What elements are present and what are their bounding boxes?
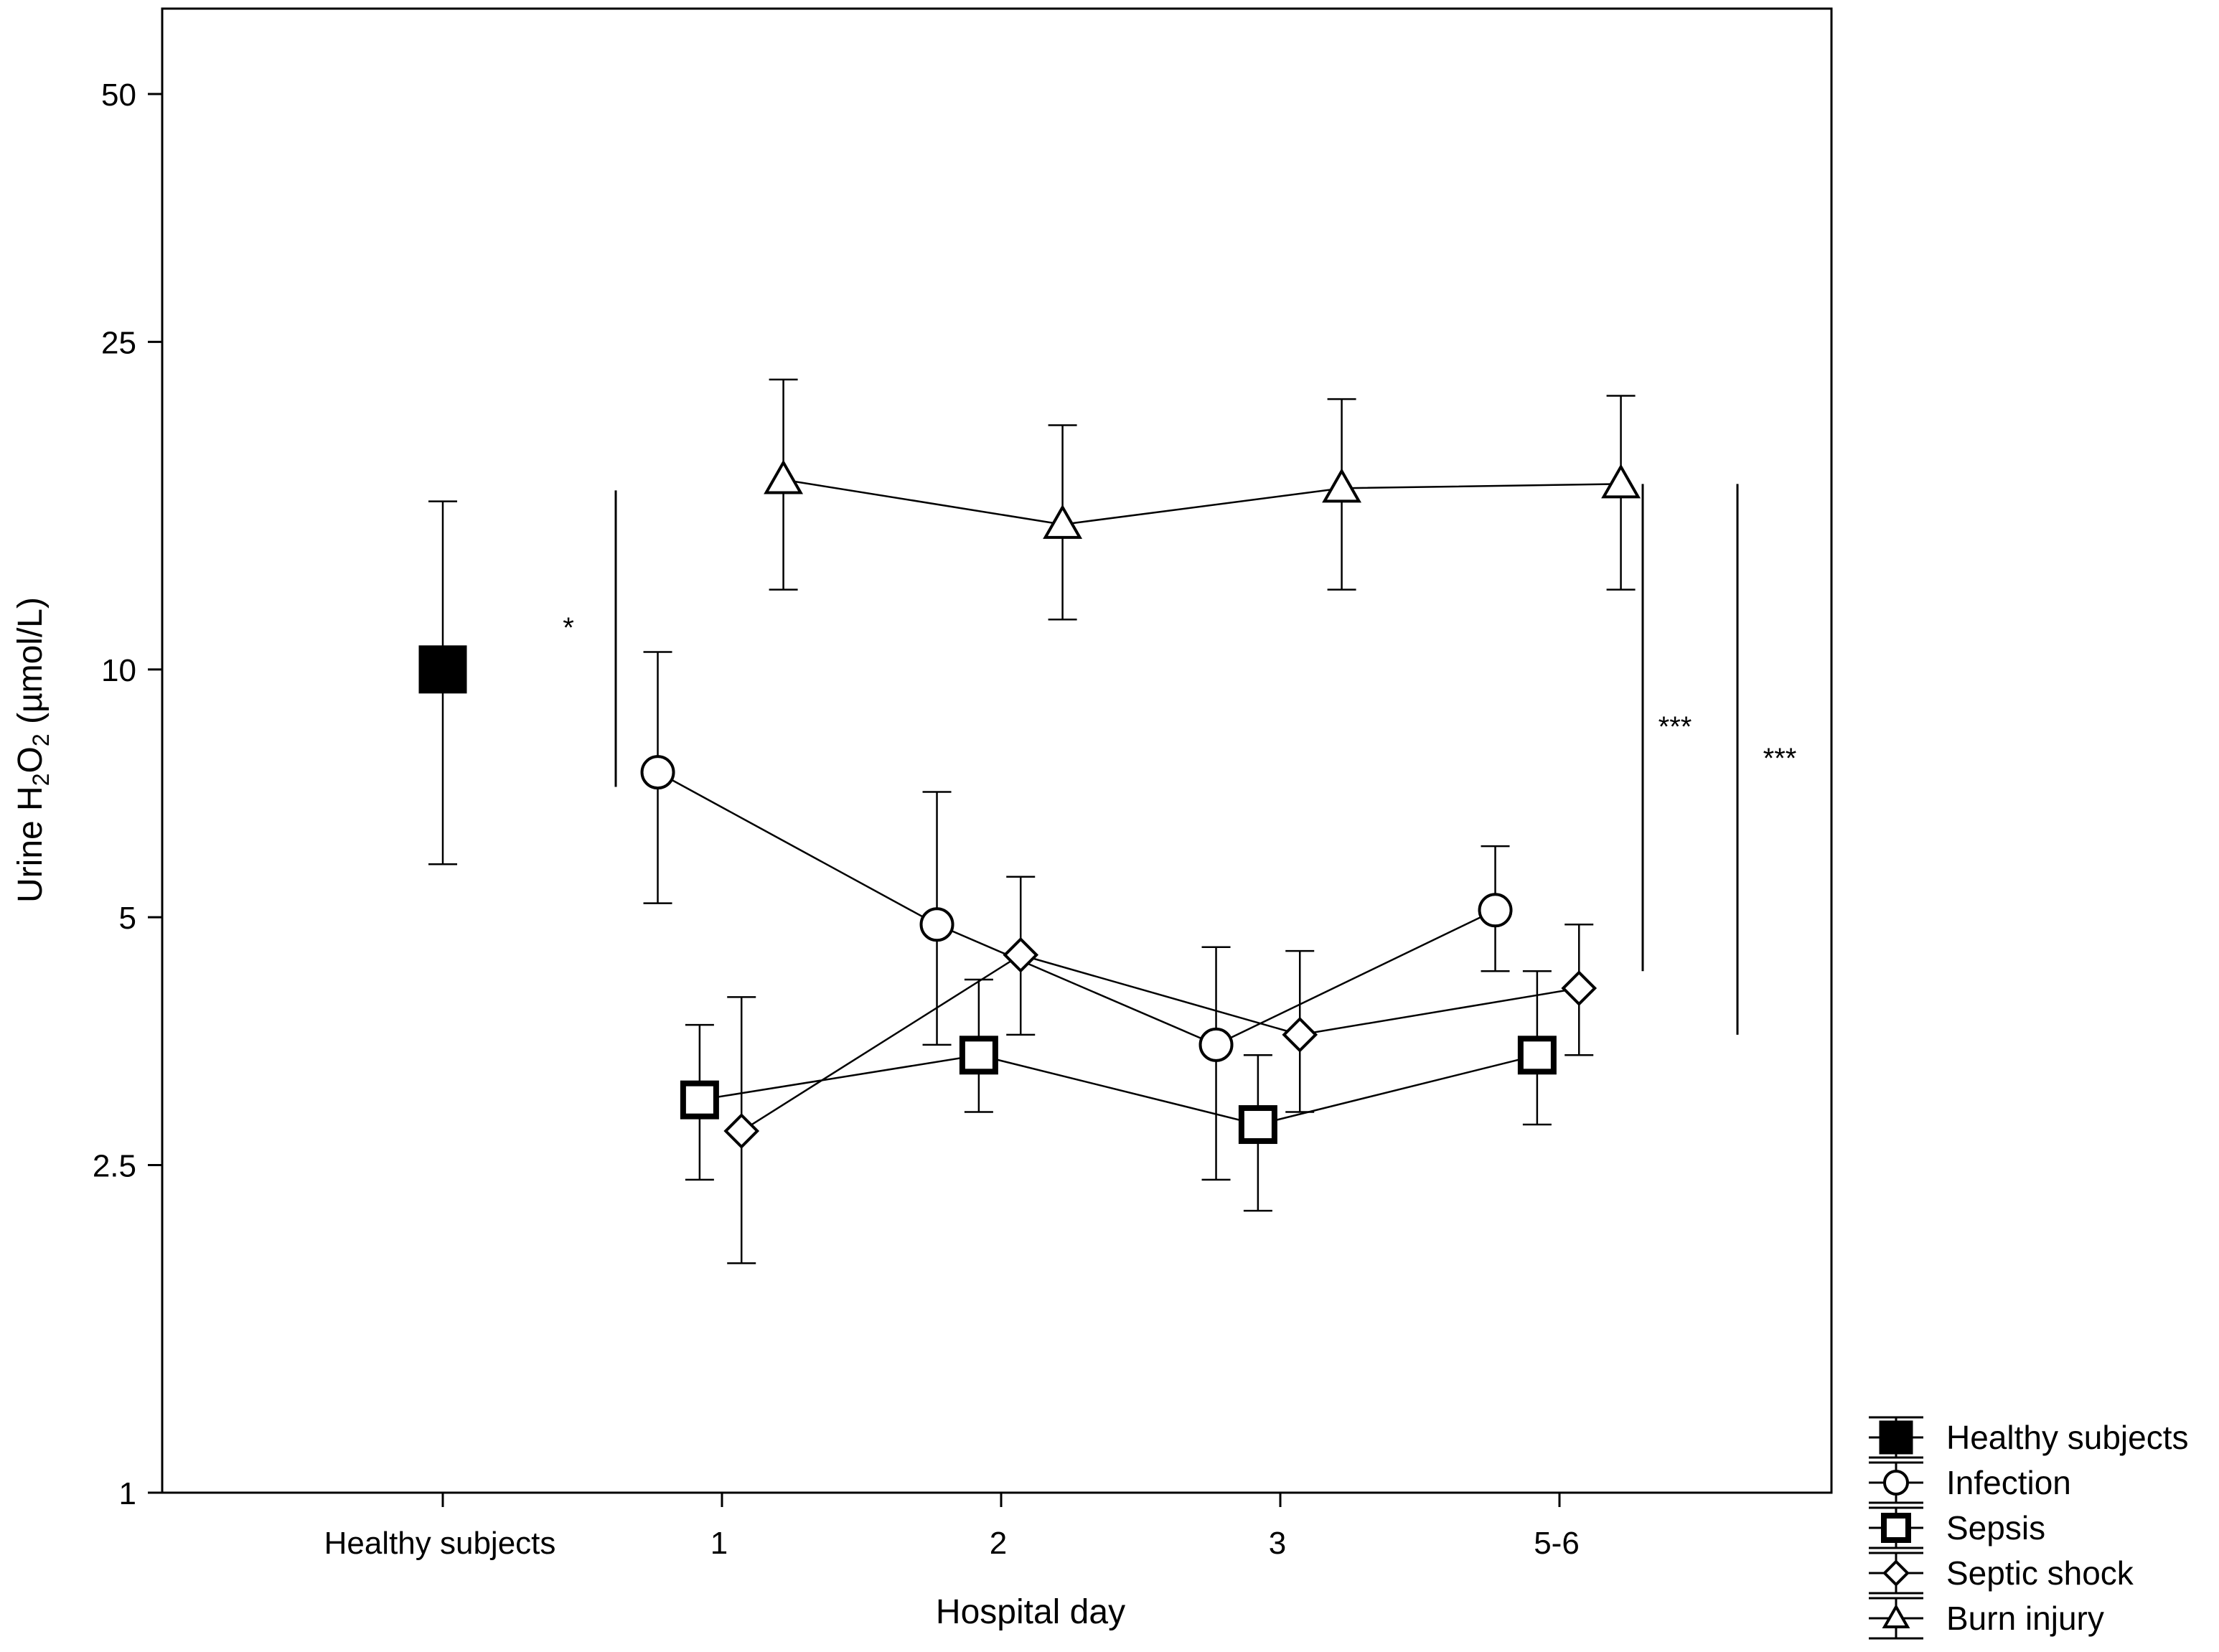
y-axis-title-prefix: Urine H [11,786,50,903]
data-point [1517,1036,1557,1075]
series-line [741,954,1580,1132]
x-tick-label: 2 [990,1526,1007,1561]
x-tick-label: Healthy subjects [324,1526,556,1561]
y-axis-title: Urine H2O2 (µmol/L) [11,597,54,903]
legend-item: Burn injury [1869,1597,2104,1640]
y-tick-label: 5 [119,901,136,936]
data-point [640,755,675,790]
legend-marker [1881,1513,1911,1543]
legend-item: Sepsis [1869,1506,2045,1549]
legend-marker [1882,1603,1910,1628]
data-point [1322,468,1362,503]
y-tick-label: 1 [119,1476,136,1511]
series-septic-shock [723,876,1598,1264]
y-tick-label: 10 [101,653,136,688]
x-axis-title: Hospital day [936,1593,1125,1631]
data-point [1003,937,1039,973]
x-tick-label: 3 [1269,1526,1286,1561]
series-line [699,1054,1538,1126]
x-axis: Healthy subjects 1 2 3 5-6 [324,1493,1580,1561]
legend-marker [1883,1470,1909,1496]
data-point [764,459,804,494]
series-layer [418,378,1641,1264]
y-axis: 1 2.5 5 10 25 50 [93,78,162,1511]
data-point [1561,970,1598,1006]
data-point [959,1036,998,1075]
y-axis-title-suffix: (µmol/L) [11,597,50,733]
series-healthy-subjects [418,500,467,865]
significance-label: *** [1659,711,1692,743]
legend-label: Sepsis [1946,1509,2045,1547]
legend-item: Healthy subjects [1869,1416,2189,1459]
data-point [680,1080,719,1120]
significance-layer: ******* [563,484,1797,1035]
plot-frame [161,7,1833,1494]
series-infection [640,651,1513,1181]
legend-label: Burn injury [1946,1600,2104,1637]
legend: Healthy subjects Infection Sepsis Septic sh… [1869,1416,2189,1640]
significance-label: *** [1763,743,1797,774]
legend-item: Septic shock [1869,1552,2134,1595]
significance-label: * [563,612,574,644]
data-point [1238,1105,1277,1145]
x-tick-label: 1 [710,1526,728,1561]
data-point [1043,504,1083,539]
y-axis-title-mid: O [11,746,50,773]
legend-label: Healthy subjects [1946,1419,2189,1456]
data-point [723,1113,760,1149]
data-point [1478,893,1513,928]
legend-label: Septic shock [1946,1554,2134,1592]
data-point [1282,1017,1318,1053]
series-sepsis [680,970,1557,1212]
y-axis-title-sub2: 2 [28,733,54,746]
data-point [1601,464,1641,499]
y-tick-label: 2.5 [93,1148,136,1183]
data-point [418,645,467,694]
series-line [657,771,1496,1046]
x-tick-label: 5-6 [1534,1526,1580,1561]
legend-label: Infection [1946,1464,2071,1501]
y-tick-label: 25 [101,325,136,360]
data-point [919,907,954,942]
y-tick-label: 50 [101,78,136,113]
series-burn-injury [764,378,1641,621]
legend-marker [1879,1420,1913,1455]
legend-item: Infection [1869,1461,2071,1504]
y-axis-title-sub1: 2 [28,773,54,786]
data-point [1198,1027,1234,1062]
series-line [783,479,1621,526]
legend-marker [1882,1559,1910,1587]
